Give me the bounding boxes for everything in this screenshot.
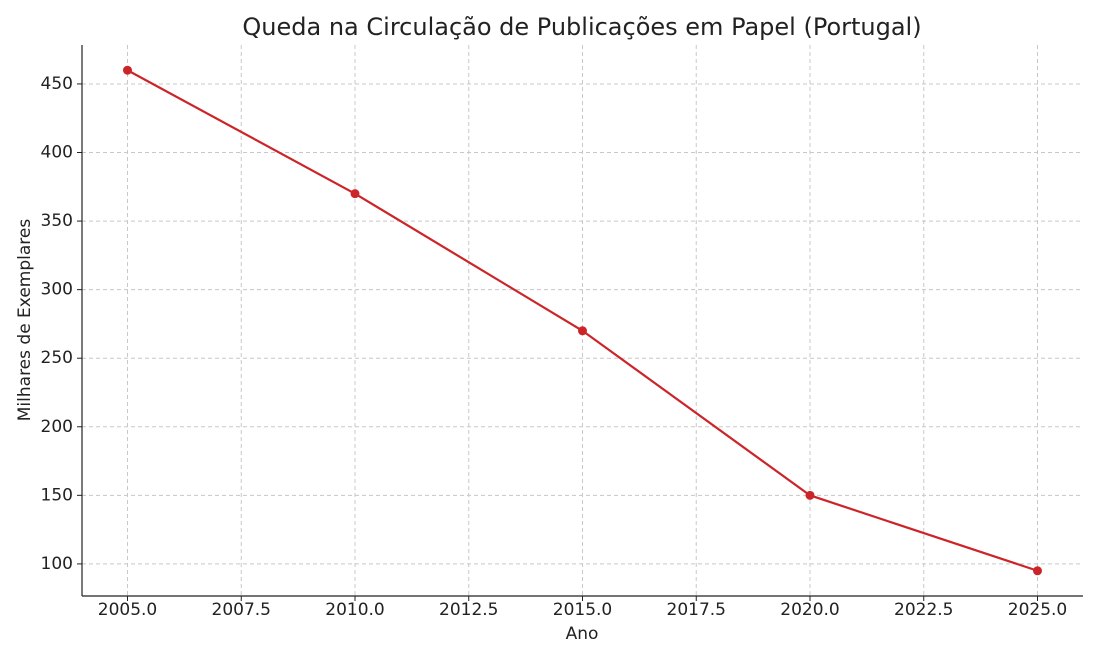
point <box>1033 566 1042 576</box>
y-axis-label: Milhares de Exemplares <box>15 219 35 422</box>
y-tick-label: 150 <box>41 485 73 505</box>
y-tick-label: 300 <box>41 280 73 300</box>
y-tick-label: 200 <box>41 417 73 437</box>
y-tick-label: 250 <box>41 348 73 368</box>
y-tick-label: 100 <box>41 554 73 574</box>
y-tick-label: 450 <box>41 74 73 94</box>
chart-title: Queda na Circulação de Publicações em Pa… <box>242 13 921 41</box>
y-tick-label: 400 <box>41 143 73 163</box>
y-tick-label: 350 <box>41 211 73 231</box>
point <box>350 189 360 199</box>
x-axis-label: Ano <box>566 624 599 644</box>
x-tick-label: 2012.5 <box>439 600 498 620</box>
point <box>805 490 815 500</box>
x-tick-label: 2017.5 <box>667 600 726 620</box>
x-tick-label: 2025.0 <box>1008 600 1067 620</box>
point <box>578 326 587 336</box>
point <box>123 65 132 75</box>
x-tick-label: 2007.5 <box>212 600 271 620</box>
x-tick-label: 2015.0 <box>553 600 612 620</box>
x-tick-label: 2005.0 <box>98 600 157 620</box>
x-tick-label: 2010.0 <box>325 600 384 620</box>
x-tick-label: 2022.5 <box>894 600 953 620</box>
x-tick-label: 2020.0 <box>780 600 839 620</box>
